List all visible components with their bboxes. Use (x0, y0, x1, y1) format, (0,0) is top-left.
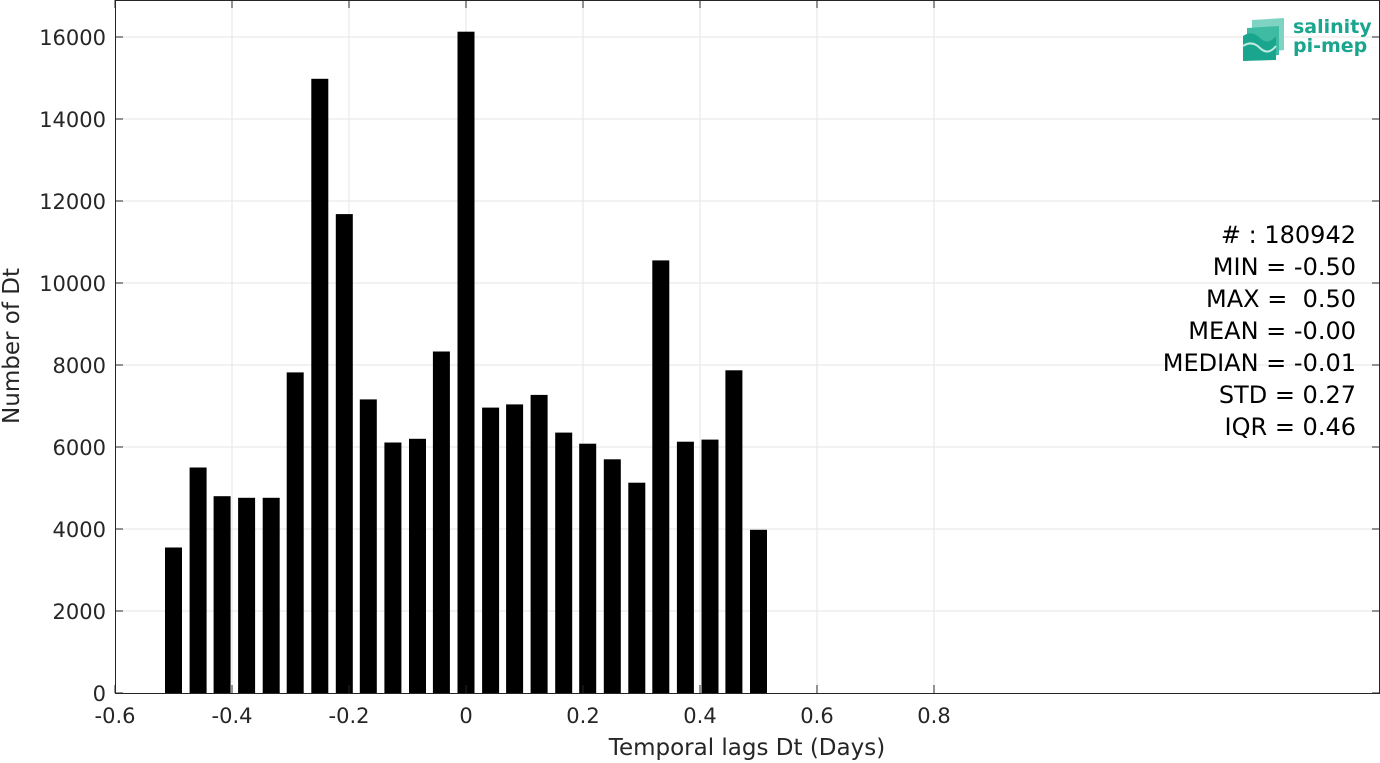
logo-text-salinity: salinity (1293, 16, 1372, 38)
y-axis-label: Number of Dt (0, 268, 25, 424)
stat-std: STD = 0.27 (1219, 381, 1356, 409)
x-tick-label: -0.2 (329, 704, 370, 728)
stat-mean: MEAN = -0.00 (1188, 317, 1356, 345)
y-tick-label: 12000 (39, 190, 106, 214)
stat-median: MEDIAN = -0.01 (1163, 349, 1356, 377)
x-tick-label: 0.4 (683, 704, 716, 728)
y-tick-label: 14000 (39, 108, 106, 132)
histogram-bar (530, 394, 548, 693)
histogram-bar (432, 351, 450, 693)
bars (165, 31, 767, 694)
histogram-bar (603, 459, 621, 693)
y-tick-label: 6000 (53, 436, 106, 460)
logo-wave-icon (1242, 18, 1284, 61)
x-tick-label: 0.6 (800, 704, 833, 728)
histogram-bar (262, 497, 280, 693)
x-tick-label: 0.2 (566, 704, 599, 728)
histogram-bar (457, 31, 475, 693)
x-tick-label: 0 (459, 704, 472, 728)
histogram-bar (652, 260, 670, 693)
stat-max: MAX = 0.50 (1206, 285, 1356, 313)
y-tick-label: 8000 (53, 354, 106, 378)
histogram-bar (189, 467, 207, 693)
histogram-bar (213, 496, 231, 693)
histogram-bar (335, 214, 353, 693)
x-tick-label: -0.4 (212, 704, 253, 728)
histogram-bar (555, 432, 573, 693)
histogram-bar (628, 482, 646, 693)
histogram-bar (311, 78, 329, 694)
histogram-bar (384, 442, 402, 693)
histogram-bar (165, 547, 182, 693)
histogram-bar (482, 407, 500, 693)
histogram-bar (238, 497, 256, 693)
x-tick-label: -0.6 (95, 704, 136, 728)
stat-count: # : 180942 (1221, 221, 1356, 249)
y-tick-label: 2000 (53, 600, 106, 624)
histogram-bar (359, 399, 377, 693)
plot-background (115, 0, 1380, 693)
y-tick-label: 4000 (53, 518, 106, 542)
stat-iqr: IQR = 0.46 (1225, 413, 1356, 441)
histogram-bar (676, 441, 694, 693)
histogram-bar (750, 529, 767, 693)
logo-text-pimep: pi-mep (1293, 35, 1367, 57)
x-tick-labels: -0.6 -0.4 -0.2 0 0.2 0.4 0.6 0.8 (95, 704, 951, 728)
y-tick-label: 10000 (39, 272, 106, 296)
y-tick-label: 16000 (39, 26, 106, 50)
x-tick-label: 0.8 (917, 704, 950, 728)
histogram-bar (409, 438, 426, 693)
histogram-bar (579, 443, 597, 693)
x-axis-label: Temporal lags Dt (Days) (608, 735, 885, 761)
logo: salinity pi-mep (1242, 16, 1372, 61)
histogram-bar (286, 372, 304, 693)
stats-box: # : 180942 MIN = -0.50 MAX = 0.50 MEAN =… (1163, 221, 1356, 441)
histogram-bar (725, 370, 743, 693)
y-tick-label: 0 (93, 682, 106, 706)
histogram-bar (506, 404, 524, 693)
stat-min: MIN = -0.50 (1213, 253, 1356, 281)
y-tick-labels: 0 2000 4000 6000 8000 10000 12000 14000 16000 (39, 26, 106, 706)
histogram-bar (701, 439, 719, 693)
